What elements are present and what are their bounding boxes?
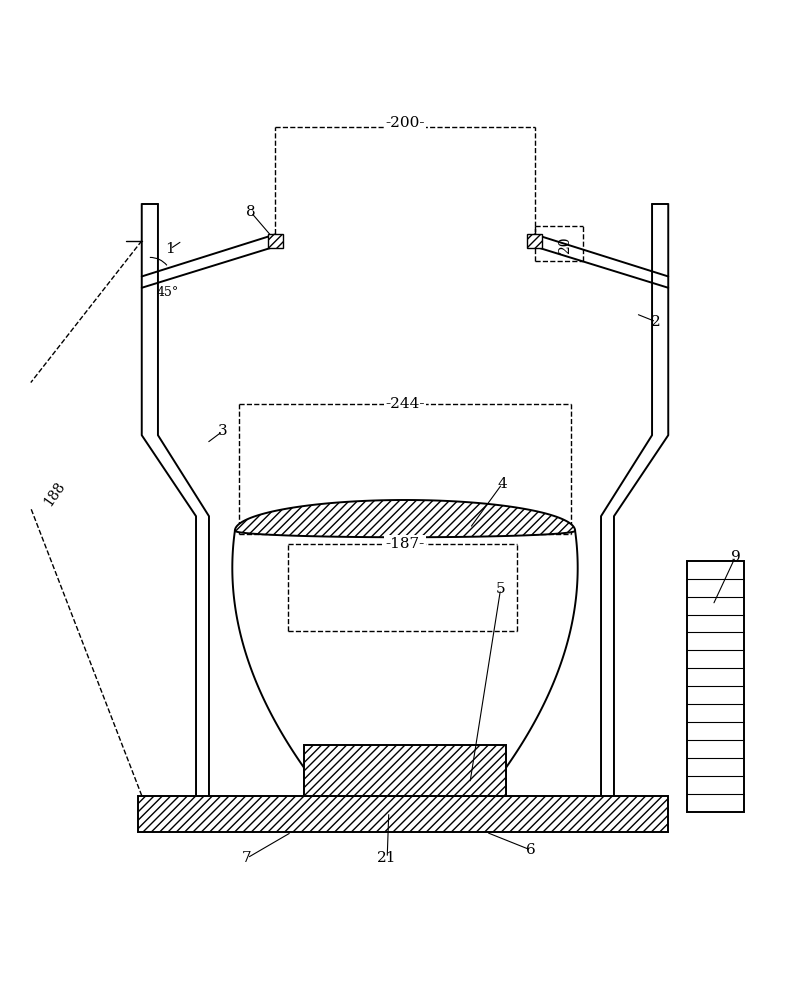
Text: -187-: -187- [386, 537, 424, 551]
Bar [138, 796, 668, 832]
Bar [304, 745, 506, 796]
Bar [527, 234, 542, 248]
Polygon shape [235, 500, 575, 537]
Text: -244-: -244- [386, 397, 424, 411]
Bar [268, 234, 283, 248]
Text: 4: 4 [497, 477, 507, 491]
Bar [527, 234, 542, 248]
Bar [687, 561, 744, 812]
Text: 20: 20 [558, 236, 573, 254]
Text: 7: 7 [242, 851, 252, 865]
Text: 45°: 45° [156, 286, 178, 299]
Text: 9: 9 [731, 550, 740, 564]
Bar [268, 234, 283, 248]
Text: 5: 5 [496, 582, 505, 596]
Bar [304, 745, 506, 796]
Text: 2: 2 [651, 315, 661, 329]
Bar [138, 796, 668, 832]
Text: 8: 8 [246, 205, 256, 219]
Text: 188: 188 [42, 479, 68, 508]
Text: -200-: -200- [386, 116, 424, 130]
Text: 6: 6 [526, 843, 535, 857]
Text: 21: 21 [377, 851, 397, 865]
Text: 3: 3 [218, 424, 228, 438]
Text: 1: 1 [165, 242, 175, 256]
